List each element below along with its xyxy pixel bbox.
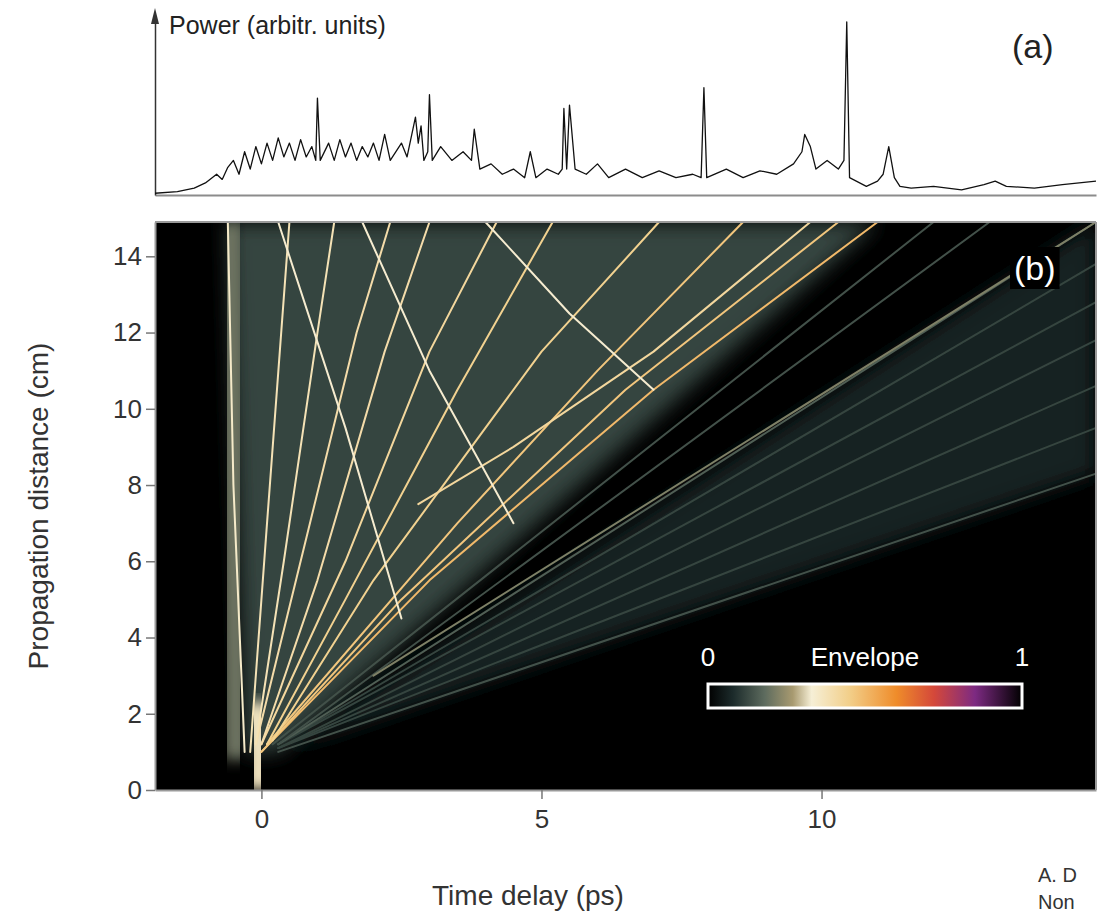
colorbar-tick-label: 1 — [1015, 642, 1029, 672]
y-tick: 8 — [128, 470, 155, 500]
trajectory — [278, 222, 401, 618]
x-tick-label: 0 — [255, 804, 269, 834]
y-tick-mark — [146, 256, 155, 258]
trajectory — [278, 386, 1096, 748]
y-tick-label: 14 — [113, 241, 142, 271]
trajectory — [278, 222, 1096, 744]
source-note: A. D — [1038, 864, 1077, 886]
y-tick-label: 12 — [113, 317, 142, 347]
y-tick-mark — [146, 790, 155, 792]
y-tick: 4 — [128, 622, 155, 652]
y-tick-label: 8 — [128, 470, 142, 500]
colorbar-tick-label: 0 — [701, 642, 715, 672]
y-axis-a — [155, 23, 156, 196]
y-axis-title: Propagation distance (cm) — [23, 343, 54, 670]
panel-label: (a) — [1012, 27, 1054, 65]
pulse-band — [256, 702, 259, 790]
source-note: Non — [1038, 891, 1075, 913]
frame-right — [1095, 222, 1097, 790]
x-tick-mark — [541, 790, 543, 799]
plot-area-b — [228, 222, 1096, 790]
x-axis: 0 5 10 — [156, 790, 1097, 834]
trajectory — [485, 222, 653, 390]
y-tick: 10 — [113, 394, 155, 424]
y-tick: 2 — [128, 699, 155, 729]
panel-label: (b) — [1014, 249, 1056, 287]
trajectory — [261, 222, 877, 752]
x-axis-line — [156, 790, 1097, 792]
x-axis-a — [156, 195, 1097, 196]
x-axis-line — [156, 195, 1097, 197]
trajectory — [278, 222, 989, 744]
y-tick-label: 10 — [113, 394, 142, 424]
y-tick-label: 6 — [128, 546, 142, 576]
y-tick: 12 — [113, 317, 155, 347]
envelope-region — [228, 222, 878, 752]
trajectory — [267, 222, 553, 744]
y-tick-mark — [146, 561, 155, 563]
trajectory — [278, 264, 1096, 744]
y-tick-mark — [146, 714, 155, 716]
frame-top — [155, 221, 1096, 223]
y-tick-label: 0 — [128, 775, 142, 805]
y-tick: 14 — [113, 241, 155, 271]
trajectory — [261, 222, 496, 744]
trajectory — [256, 222, 390, 744]
x-tick-mark — [261, 790, 263, 799]
panel-a: Power (arbitr. units) (a) — [151, 8, 1097, 196]
plot-background — [155, 222, 1096, 790]
x-tick: 10 — [808, 790, 837, 834]
colorbar: 0 1 Envelope — [701, 642, 1029, 708]
trajectory — [373, 222, 1096, 676]
colorbar-title: Envelope — [811, 642, 919, 672]
axis-arrow — [151, 8, 159, 24]
trajectory — [278, 474, 1096, 752]
y-axis-line — [155, 23, 157, 196]
trajectory — [267, 222, 743, 744]
y-tick-mark — [146, 332, 155, 334]
y-tick-label: 2 — [128, 699, 142, 729]
trajectory — [273, 222, 934, 744]
trajectory — [273, 222, 659, 740]
trajectory — [362, 222, 513, 523]
y-tick-mark — [146, 409, 155, 411]
colorbar-scale — [708, 684, 1022, 708]
trajectory — [256, 222, 334, 744]
trajectory — [228, 222, 245, 752]
y-tick-label: 4 — [128, 622, 142, 652]
y-tick-mark — [146, 637, 155, 639]
x-tick-label: 10 — [808, 804, 837, 834]
y-axis-line — [155, 223, 157, 791]
power-trace — [155, 22, 1096, 193]
x-tick-mark — [821, 790, 823, 799]
x-tick: 5 — [535, 790, 549, 834]
plot-area-a — [155, 22, 1096, 193]
y-tick: 6 — [128, 546, 155, 576]
x-tick: 0 — [255, 790, 269, 834]
y-axis: 0 2 4 6 8 10 12 14 — [113, 223, 155, 805]
x-tick-label: 5 — [535, 804, 549, 834]
panel-b: 051002468101214Time delay (ps)Propagatio… — [23, 222, 1097, 911]
trajectory — [261, 222, 838, 752]
x-axis-title: Time delay (ps) — [432, 880, 624, 911]
trajectory — [261, 222, 429, 744]
y-axis-title: Power (arbitr. units) — [169, 11, 386, 39]
trajectory — [278, 302, 1096, 744]
trajectory — [418, 222, 810, 504]
figure: Power (arbitr. units)(a)051002468101214T… — [0, 0, 1103, 922]
label-patch — [1010, 247, 1060, 289]
trajectory — [250, 222, 289, 752]
y-tick-mark — [146, 485, 155, 487]
y-tick: 0 — [128, 775, 155, 805]
